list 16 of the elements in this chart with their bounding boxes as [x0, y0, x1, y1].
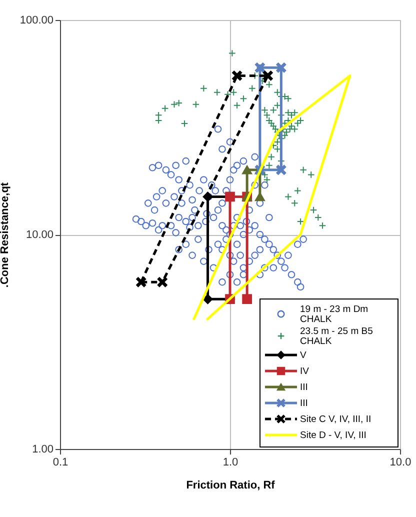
y-tick-label: 10.00: [26, 229, 54, 241]
y-tick-label: 100.00: [20, 14, 54, 26]
legend-label: 19 m - 23 m Dm CHALK: [300, 304, 368, 325]
x-tick-label: 10.0: [390, 456, 412, 468]
legend-label: V: [300, 350, 307, 361]
legend-label: Site C V, IV, III, II: [300, 414, 372, 425]
legend-label: Site D - V, IV, III: [300, 430, 366, 441]
x-tick-label: 1.0: [222, 456, 238, 468]
legend-label: III: [300, 382, 308, 393]
legend-label: III: [300, 398, 308, 409]
x-axis-title: Friction Ratio, Rf: [186, 480, 276, 492]
y-axis-title: .Cone Resistance,qt: [0, 182, 11, 288]
legend-label: IV: [300, 366, 310, 377]
legend-label: 23.5 m - 25 m B5 CHALK: [300, 326, 373, 347]
y-tick-label: 1.00: [32, 444, 54, 456]
x-tick-label: 0.1: [52, 456, 68, 468]
